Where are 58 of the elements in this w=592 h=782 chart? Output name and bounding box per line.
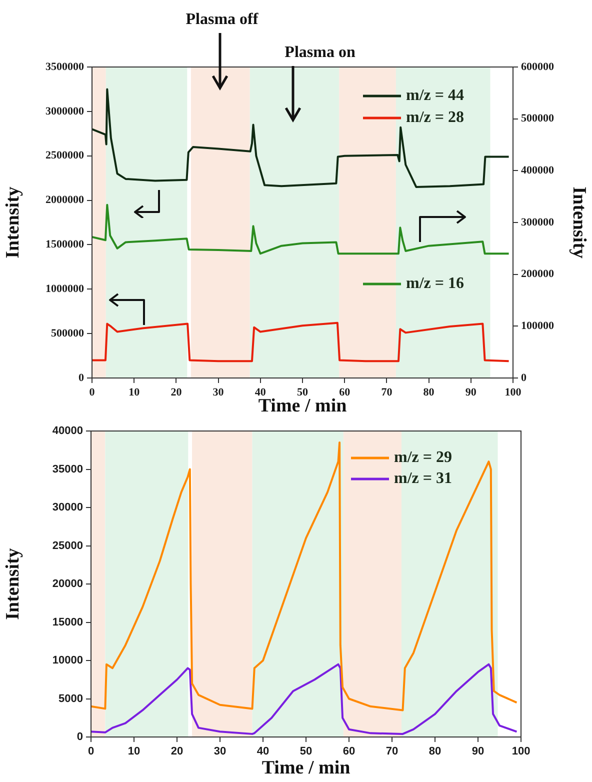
legend-label: m/z = 28 <box>406 109 464 126</box>
x-tick-label: 10 <box>128 386 140 398</box>
x-tick-label: 70 <box>381 386 393 398</box>
y-tick-label: 1500000 <box>46 238 84 251</box>
y-tick-label: 40000 <box>52 425 83 438</box>
text: Plasma on <box>284 44 356 62</box>
y-tick-label: 2500000 <box>46 150 84 162</box>
x-tick-label: 90 <box>465 386 477 398</box>
y-tick-label: 3000000 <box>46 105 84 118</box>
legend-label: m/z = 16 <box>406 275 464 292</box>
x-tick-label: 40 <box>256 746 270 758</box>
x-tick-label: 50 <box>297 386 308 398</box>
y-tick-label: 2000000 <box>46 194 84 206</box>
x-tick-label: 30 <box>214 746 226 758</box>
y-tick-label: 25000 <box>52 540 83 552</box>
y-axis-title: Intensity <box>2 548 24 620</box>
x-tick-label: 90 <box>472 746 484 758</box>
x-tick-label: 20 <box>170 386 182 398</box>
y2-tick-label: 0 <box>521 372 527 384</box>
y2-tick-label: 600000 <box>521 60 554 73</box>
y2-tick-label: 100000 <box>521 320 554 332</box>
legend-label: m/z = 29 <box>394 449 452 466</box>
x-tick-label: 40 <box>254 386 266 398</box>
y-tick-label: 3500000 <box>46 60 84 73</box>
y-tick-label: 5000 <box>58 692 83 705</box>
x-tick-label: 50 <box>300 746 312 758</box>
y-tick-label: 0 <box>76 731 83 744</box>
x-tick-label: 30 <box>212 386 224 398</box>
x-tick-label: 20 <box>170 746 184 758</box>
x-axis-title: Time / min <box>262 758 351 779</box>
x-tick-label: 0 <box>89 386 96 398</box>
y-axis-title: Intensity <box>2 186 24 258</box>
y-tick-label: 30000 <box>52 502 83 514</box>
text: Plasma off <box>186 11 259 28</box>
x-tick-label: 100 <box>504 386 522 398</box>
y-tick-label: 500000 <box>51 327 84 340</box>
y-tick-label: 0 <box>78 372 84 384</box>
x-tick-label: 60 <box>339 386 351 398</box>
y2-tick-label: 400000 <box>521 164 554 177</box>
y2-tick-label: 200000 <box>521 268 554 280</box>
x-tick-label: 80 <box>423 386 435 398</box>
x-tick-label: 60 <box>342 746 356 758</box>
x-tick-label: 70 <box>386 746 398 758</box>
legend-label: m/z = 44 <box>406 87 464 104</box>
x-tick-label: 0 <box>88 746 94 758</box>
y2-tick-label: 500000 <box>521 112 554 125</box>
y2-tick-label: 300000 <box>521 216 554 228</box>
x-axis-title: Time / min <box>258 396 348 417</box>
x-tick-label: 100 <box>512 746 530 758</box>
y-tick-label: 10000 <box>52 654 83 667</box>
x-tick-label: 80 <box>428 746 442 758</box>
y2-axis-title: Intensity <box>568 186 590 259</box>
y-tick-label: 35000 <box>52 463 83 476</box>
y-tick-label: 1000000 <box>46 282 84 295</box>
y-tick-label: 20000 <box>52 578 83 590</box>
legend-label: m/z = 31 <box>394 470 452 488</box>
y-tick-label: 15000 <box>52 616 83 628</box>
x-tick-label: 10 <box>128 746 140 758</box>
